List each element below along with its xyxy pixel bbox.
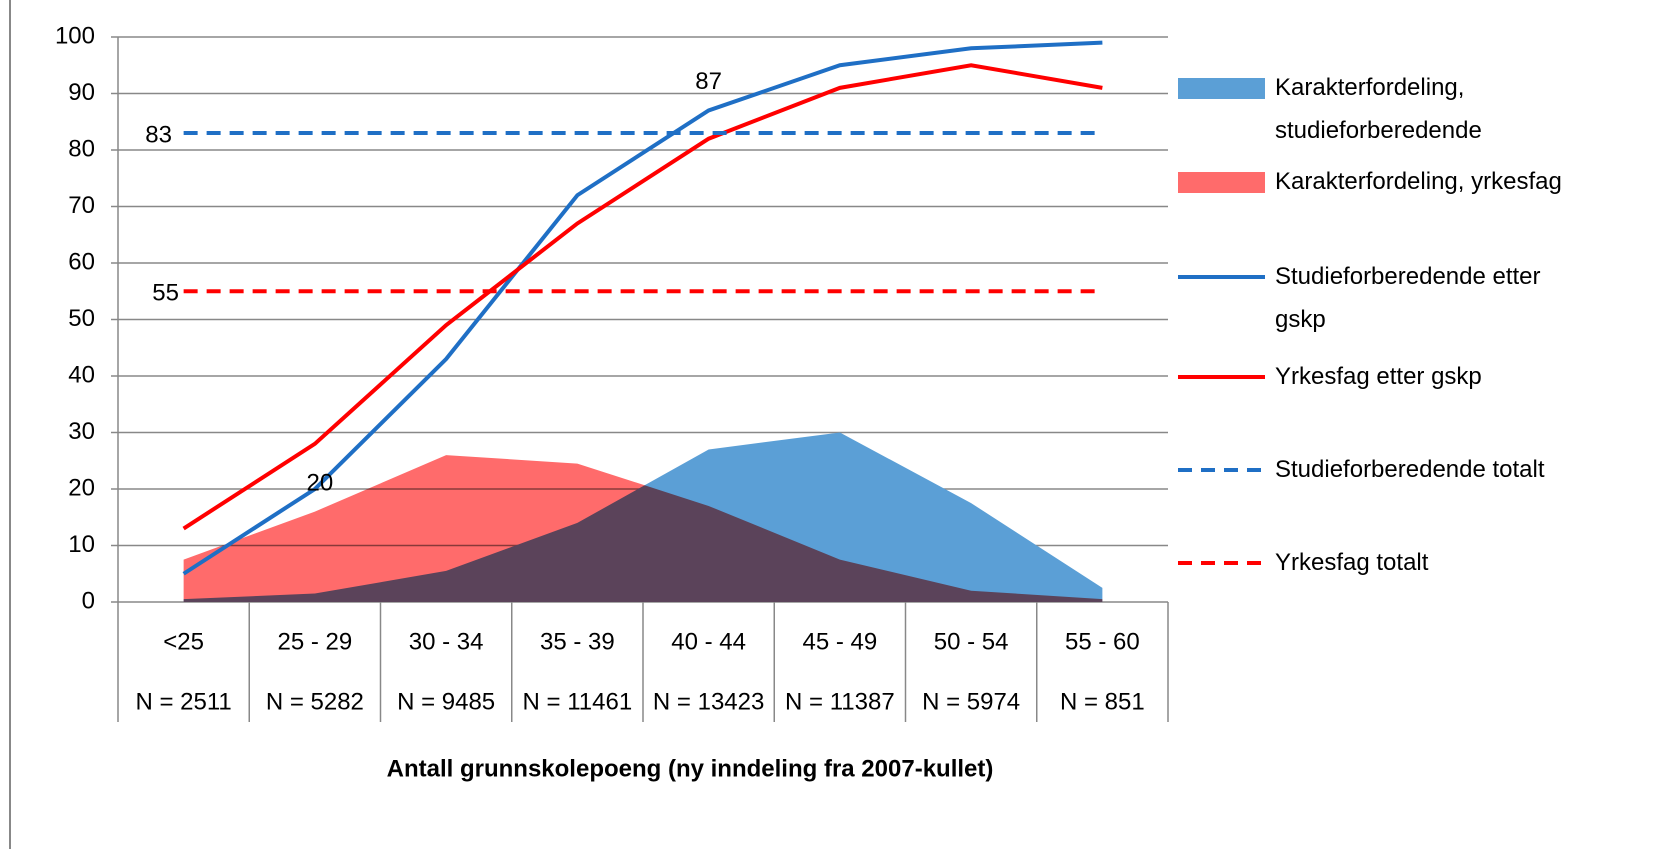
y-tick-label: 60 [68, 248, 95, 275]
legend-label: Karakterfordeling, yrkesfag [1275, 168, 1562, 195]
x-tick-label: 40 - 44 [671, 628, 746, 655]
x-count-label: N = 9485 [397, 688, 495, 715]
x-axis-label: Antall grunnskolepoeng (ny inndeling fra… [387, 755, 994, 782]
y-tick-label: 20 [68, 474, 95, 501]
legend-label: Studieforberedende etter gskp [1275, 263, 1541, 333]
x-tick-label: 30 - 34 [409, 628, 484, 655]
data-label: 87 [695, 68, 722, 95]
x-count-label: N = 851 [1060, 688, 1145, 715]
x-count-label: N = 2511 [135, 688, 231, 715]
x-count-label: N = 5974 [922, 688, 1020, 715]
y-tick-label: 40 [68, 361, 95, 388]
x-tick-label: 35 - 39 [540, 628, 615, 655]
data-label: 83 [145, 121, 172, 148]
x-count-label: N = 11387 [785, 688, 895, 715]
y-tick-label: 80 [68, 135, 95, 162]
legend-label: Yrkesfag totalt [1275, 549, 1429, 576]
legend-swatch [1178, 172, 1265, 193]
x-tick-label: 50 - 54 [934, 628, 1009, 655]
y-tick-label: 70 [68, 192, 95, 219]
area [183, 455, 1103, 602]
frame [9, 0, 11, 849]
x-tick-label: 55 - 60 [1065, 628, 1140, 655]
x-tick-label: 45 - 49 [803, 628, 878, 655]
y-tick-label: 30 [68, 418, 95, 445]
x-count-label: N = 13423 [653, 688, 764, 715]
line [182, 40, 1103, 576]
y-tick-label: 50 [68, 305, 95, 332]
x-tick-label: 25 - 29 [278, 628, 353, 655]
x-count-label: N = 11461 [523, 688, 633, 715]
y-tick-label: 0 [82, 587, 95, 614]
legend-label: Studieforberedende totalt [1275, 456, 1545, 483]
data-label: 20 [307, 469, 334, 496]
y-tick-label: 90 [68, 79, 95, 106]
x-tick-label: <25 [163, 628, 204, 655]
legend-label: Yrkesfag etter gskp [1275, 363, 1482, 390]
y-tick-label: 10 [68, 531, 95, 558]
x-count-label: N = 5282 [266, 688, 364, 715]
legend-label: Karakterfordeling, studieforberedende [1275, 74, 1482, 144]
line [182, 63, 1103, 531]
y-tick-label: 100 [55, 22, 95, 49]
data-label: 55 [152, 280, 179, 307]
legend-swatch [1178, 78, 1265, 99]
